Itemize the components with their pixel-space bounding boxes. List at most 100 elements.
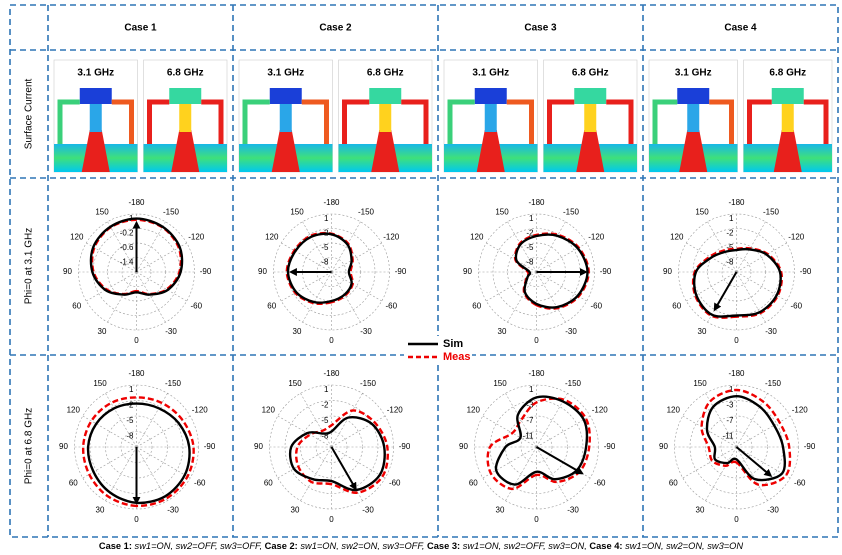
angle-label: -60 — [794, 479, 806, 488]
grid-spoke — [137, 393, 168, 447]
case-header: Case 2 — [319, 23, 352, 34]
angle-label: -30 — [567, 505, 579, 514]
angle-label: 0 — [734, 515, 739, 524]
caption: Case 1: sw1=ON, sw2=OFF, sw3=OFF, Case 2… — [99, 541, 744, 550]
page: { "header": {"cases": ["Case 1", "Case 2… — [0, 0, 842, 555]
radial-label: -8 — [321, 258, 329, 267]
angle-label: -150 — [163, 207, 180, 216]
angle-label: 90 — [663, 267, 672, 276]
angle-label: -180 — [528, 369, 545, 378]
angle-label: 0 — [329, 336, 334, 345]
legend-label: Sim — [443, 338, 463, 350]
radial-label: -11 — [523, 432, 535, 441]
grid-spoke — [137, 416, 191, 447]
feed-line — [485, 100, 497, 132]
angle-label: -120 — [188, 233, 205, 242]
angle-label: 30 — [698, 327, 707, 336]
angle-label: -150 — [565, 379, 582, 388]
grid-spoke — [303, 272, 332, 322]
angle-label: -30 — [167, 505, 179, 514]
angle-label: -60 — [190, 302, 202, 311]
grid-spoke — [332, 272, 361, 322]
polar-plot: 0306090120150-180-150-120-90-60-301-2-5-… — [663, 198, 812, 345]
angle-label: 120 — [67, 406, 81, 415]
angle-label: -120 — [592, 406, 609, 415]
sim-curve — [288, 234, 352, 303]
angle-label: 60 — [469, 479, 478, 488]
angle-label: 60 — [72, 302, 81, 311]
grid-spoke — [537, 416, 591, 447]
angle-label: -90 — [604, 442, 616, 451]
angle-label: 150 — [493, 379, 507, 388]
angle-label: -120 — [192, 406, 209, 415]
angle-label: -120 — [588, 233, 605, 242]
sim-curve — [290, 417, 385, 490]
frequency-label: 6.8 GHz — [367, 68, 404, 79]
angle-label: -150 — [360, 379, 377, 388]
row-label: Phi=0 at 3.1 GHz — [24, 228, 35, 304]
radial-label: -0.6 — [120, 243, 134, 252]
angle-label: -120 — [387, 406, 404, 415]
surface-image: 6.8 GHz — [744, 60, 833, 172]
grid-spoke — [137, 222, 166, 272]
grid-spoke — [508, 272, 537, 322]
feed-line — [179, 100, 191, 132]
case-header: Case 1 — [124, 23, 157, 34]
polar-plot: 0306090120150-180-150-120-90-60-301-2-5-… — [258, 198, 407, 345]
polar-plot: 0306090120150-180-150-120-90-60-301-2-5-… — [463, 198, 612, 345]
caption-state: sw1=ON, sw2=ON, sw3=OFF, — [300, 541, 424, 550]
radial-label: 1 — [129, 385, 134, 394]
frequency-label: 6.8 GHz — [572, 68, 609, 79]
grid-spoke — [332, 243, 382, 272]
grid-spoke — [737, 222, 766, 272]
feed-line — [782, 100, 794, 132]
meas-curve — [488, 398, 590, 488]
surface-image: 6.8 GHz — [144, 60, 228, 172]
surface-image: 3.1 GHz — [239, 60, 333, 172]
polar-plot: 0306090120150-180-150-120-90-60-301-0.2-… — [63, 198, 212, 345]
frequency-label: 3.1 GHz — [675, 68, 712, 79]
angle-label: 0 — [534, 336, 539, 345]
row-label: Surface Current — [24, 78, 35, 149]
angle-label: 30 — [696, 505, 705, 514]
caption-state: sw1=ON, sw2=OFF, sw3=OFF, — [135, 541, 263, 550]
patch — [574, 88, 606, 104]
angle-label: 60 — [472, 302, 481, 311]
angle-label: -90 — [399, 442, 411, 451]
angle-label: -60 — [194, 479, 206, 488]
angle-label: 150 — [288, 379, 302, 388]
angle-label: -180 — [128, 369, 145, 378]
sim-curve — [496, 397, 587, 485]
radial-label: -5 — [126, 416, 134, 425]
surface-image: 6.8 GHz — [544, 60, 638, 172]
case-header: Case 4 — [724, 23, 757, 34]
figure: Surface Current Phi=0 at 3.1 GHz Phi=0 a… — [0, 0, 842, 550]
angle-label: -120 — [383, 233, 400, 242]
angle-label: 0 — [134, 336, 139, 345]
radial-label: -8 — [126, 432, 134, 441]
polar-plot: 0306090120150-180-150-120-90-60-301-3-7-… — [459, 369, 616, 524]
angle-label: 150 — [495, 207, 509, 216]
angle-label: -30 — [362, 505, 374, 514]
angle-label: 90 — [59, 442, 68, 451]
angle-label: 90 — [659, 442, 668, 451]
grid-spoke — [332, 222, 361, 272]
radial-label: -2 — [726, 229, 734, 238]
angle-label: 0 — [134, 515, 139, 524]
radial-label: 1 — [529, 385, 534, 394]
angle-label: -60 — [590, 302, 602, 311]
frequency-label: 6.8 GHz — [769, 68, 806, 79]
angle-label: -150 — [763, 207, 780, 216]
sim-curve — [707, 396, 785, 480]
angle-label: 0 — [534, 515, 539, 524]
angle-label: 0 — [734, 336, 739, 345]
grid-spoke — [108, 272, 137, 322]
grid-spoke — [137, 272, 166, 322]
angle-label: -150 — [165, 379, 182, 388]
angle-label: -30 — [565, 327, 577, 336]
angle-label: 90 — [459, 442, 468, 451]
angle-label: 30 — [96, 505, 105, 514]
angle-label: 30 — [293, 327, 302, 336]
patch — [772, 88, 804, 104]
patch — [369, 88, 401, 104]
